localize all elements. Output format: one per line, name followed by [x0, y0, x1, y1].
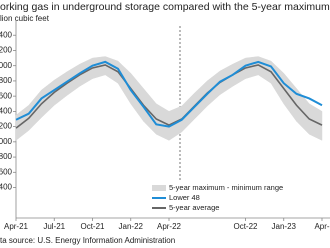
- series-line: [15, 60, 323, 128]
- x-tick-label: Apr-21: [4, 222, 29, 231]
- series-line: [15, 64, 323, 129]
- x-tick-label: Apr-: [314, 222, 329, 231]
- x-tick-label: Jan-23: [272, 222, 297, 231]
- range-band: [117, 60, 131, 105]
- y-tick-label: 000: [0, 61, 13, 70]
- y-tick-label: 400: [0, 183, 13, 192]
- source: ta source: U.S. Energy Information Admin…: [0, 236, 175, 245]
- x-tick-label: Jan-22: [119, 222, 144, 231]
- y-tick-label: 800: [0, 152, 13, 161]
- legend-label: Lower 48: [169, 193, 200, 202]
- y-tick-label: 000: [0, 137, 13, 146]
- y-tick-label: 600: [0, 91, 13, 100]
- y-tick-label: 400: [0, 30, 13, 39]
- legend-label: 5-year maximum - minimum range: [169, 183, 283, 192]
- legend-swatch: [152, 185, 166, 191]
- y-axis-label: lion cubic feet: [0, 14, 50, 23]
- x-tick-label: Jul-21: [43, 222, 65, 231]
- y-tick-label: 200: [0, 46, 13, 55]
- y-tick-label: 400: [0, 106, 13, 115]
- x-tick-label: Oct-22: [233, 222, 258, 231]
- y-tick-label: 800: [0, 76, 13, 85]
- legend-label: 5-year average: [169, 203, 219, 212]
- chart-title: orking gas in underground storage compar…: [0, 1, 330, 13]
- y-tick-label: 200: [0, 122, 13, 131]
- y-tick-label: 600: [0, 167, 13, 176]
- x-tick-label: Apr-22: [157, 222, 182, 231]
- legend-box: [150, 182, 250, 216]
- x-tick-label: Oct-21: [80, 222, 105, 231]
